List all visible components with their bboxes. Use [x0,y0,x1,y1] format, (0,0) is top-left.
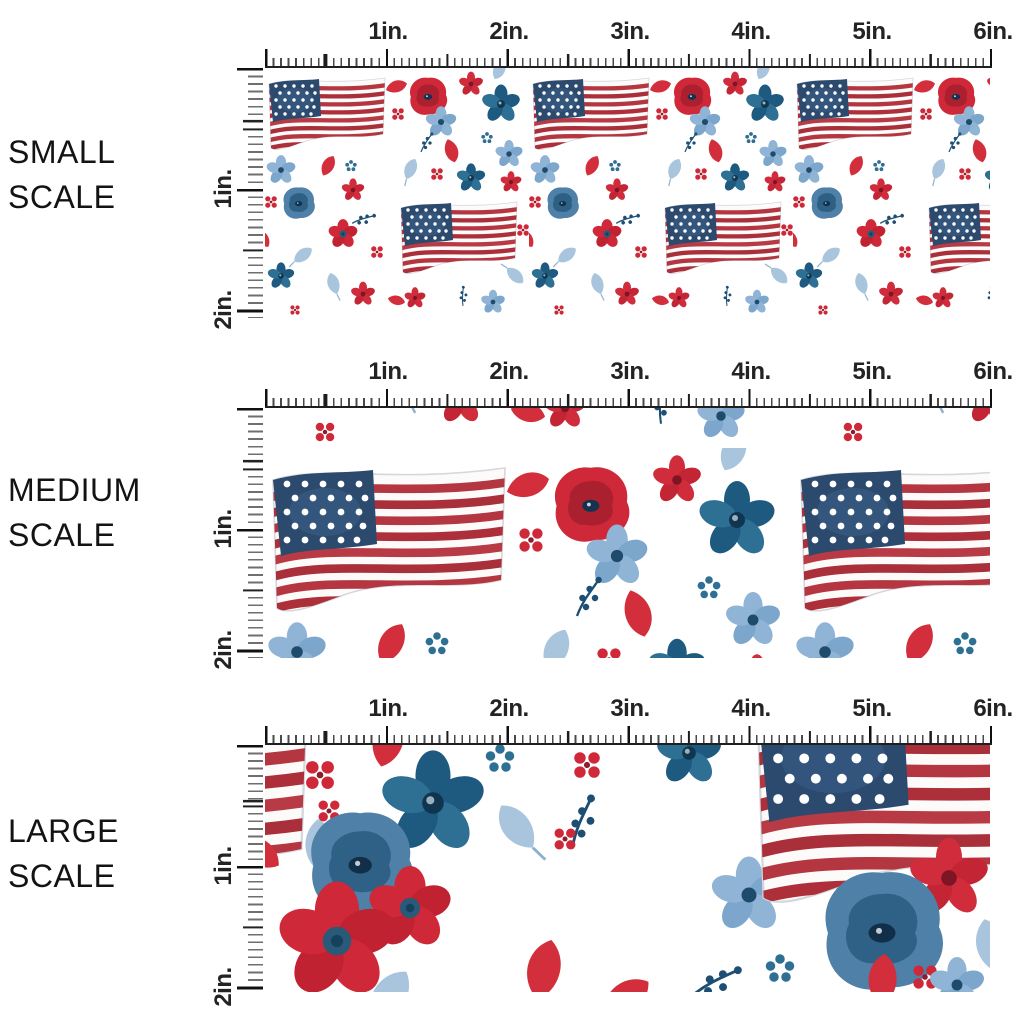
ruler-label-4in: 4in. [731,358,771,385]
ruler-label-3in: 3in. [610,358,650,385]
vruler-label-2in: 2in. [210,630,237,670]
ruler-major-ticks [237,745,263,992]
fabric-swatch-medium [265,408,990,658]
ruler-label-3in: 3in. [610,18,650,45]
panel-title-line2: SCALE [8,517,116,553]
vruler-label-2in: 2in. [210,290,237,330]
fabric-swatch-small [265,68,990,318]
vruler-label-1in: 1in. [210,509,237,549]
ruler-label-1in: 1in. [368,358,408,385]
ruler-label-2in: 2in. [489,695,529,722]
ruler-label-5in: 5in. [852,18,892,45]
ruler-label-6in: 6in. [973,695,1013,722]
ruler-label-6in: 6in. [973,358,1013,385]
ruler-label-4in: 4in. [731,695,771,722]
ruler-label-5in: 5in. [852,358,892,385]
ruler-label-5in: 5in. [852,695,892,722]
panel-title-line1: LARGE [8,813,119,849]
panel-title-medium: MEDIUM SCALE [8,468,258,558]
ruler-label-2in: 2in. [489,358,529,385]
ruler-label-1in: 1in. [368,695,408,722]
panel-title-large: LARGE SCALE [8,809,258,899]
panel-title-line1: MEDIUM [8,472,141,508]
vruler-label-1in: 1in. [210,846,237,886]
ruler-major-ticks [237,408,263,658]
panel-title-line2: SCALE [8,858,116,894]
ruler-label-6in: 6in. [973,18,1013,45]
panel-title-line1: SMALL [8,134,116,170]
vruler-label-1in: 1in. [210,169,237,209]
vertical-ruler [237,745,263,992]
ruler-major-ticks [265,726,992,743]
vertical-ruler [237,408,263,658]
vertical-ruler [237,68,263,318]
ruler-major-ticks [237,68,263,318]
ruler-label-1in: 1in. [368,18,408,45]
vruler-label-2in: 2in. [210,967,237,1007]
horizontal-ruler [265,384,992,408]
horizontal-ruler [265,721,992,745]
ruler-major-ticks [265,389,992,406]
panel-title-line2: SCALE [8,179,116,215]
fabric-swatch-large [265,745,990,992]
ruler-label-4in: 4in. [731,18,771,45]
ruler-label-3in: 3in. [610,695,650,722]
ruler-major-ticks [265,49,992,66]
ruler-label-2in: 2in. [489,18,529,45]
panel-title-small: SMALL SCALE [8,130,258,220]
horizontal-ruler [265,44,992,68]
